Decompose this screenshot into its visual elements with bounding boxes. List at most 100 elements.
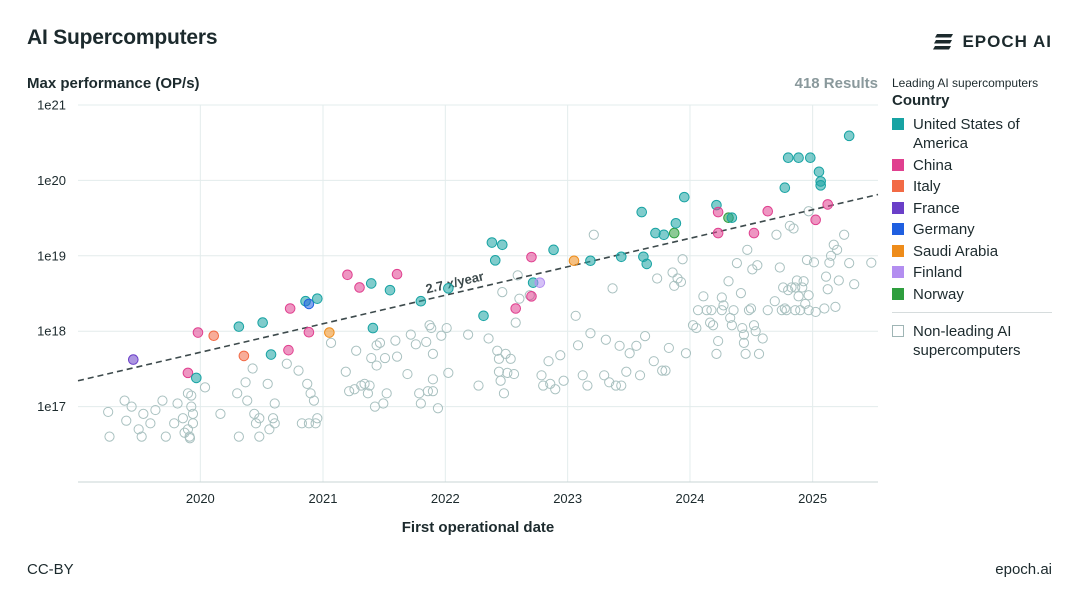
leading-point[interactable] <box>384 284 396 296</box>
leading-point[interactable] <box>233 321 245 332</box>
leading-point[interactable] <box>342 269 353 281</box>
leading-point[interactable] <box>762 205 774 217</box>
non-leading-point <box>293 365 304 376</box>
non-leading-point <box>379 352 391 364</box>
non-leading-point <box>121 415 132 426</box>
leading-point[interactable] <box>303 326 315 338</box>
leading-point[interactable] <box>793 152 804 164</box>
non-leading-point <box>510 317 521 328</box>
non-leading-point <box>312 413 323 424</box>
non-leading-point <box>422 386 433 397</box>
x-axis-label: First operational date <box>401 519 555 536</box>
leading-point[interactable] <box>526 251 537 263</box>
leading-point[interactable] <box>489 255 501 266</box>
non-leading-point <box>150 404 161 416</box>
legend-item-italy[interactable]: Italy <box>892 177 1062 196</box>
non-leading-point <box>585 328 596 339</box>
leading-point[interactable] <box>615 251 627 263</box>
legend-item-non-leading[interactable]: Non-leading AI supercomputers <box>892 322 1062 360</box>
leading-point[interactable] <box>191 372 202 384</box>
leading-point[interactable] <box>779 182 791 194</box>
leading-point[interactable] <box>496 239 508 251</box>
non-leading-point <box>426 322 437 334</box>
legend-item-germany[interactable]: Germany <box>892 220 1062 239</box>
leading-point[interactable] <box>510 303 522 314</box>
leading-point[interactable] <box>127 354 139 365</box>
non-leading-point <box>737 322 748 334</box>
leading-point[interactable] <box>391 268 403 280</box>
leading-point[interactable] <box>726 212 738 224</box>
legend-swatch <box>892 223 904 235</box>
leading-point[interactable] <box>843 130 855 142</box>
non-leading-point <box>716 305 727 316</box>
leading-point[interactable] <box>265 349 277 360</box>
leading-point[interactable] <box>782 152 794 164</box>
leading-point[interactable] <box>257 317 268 328</box>
non-leading-point <box>414 388 425 399</box>
footer-site-link[interactable]: epoch.ai <box>995 561 1052 578</box>
leading-point[interactable] <box>311 293 323 304</box>
leading-point[interactable] <box>443 283 454 294</box>
leading-point[interactable] <box>238 350 250 362</box>
legend-item-united-states-of-america[interactable]: United States of America <box>892 115 1062 153</box>
non-leading-point <box>639 331 651 342</box>
leading-point[interactable] <box>303 298 315 310</box>
leading-point[interactable] <box>636 206 648 218</box>
leading-point[interactable] <box>415 295 427 307</box>
x-tick-label: 2024 <box>676 491 705 506</box>
non-leading-point <box>182 388 194 399</box>
leading-point[interactable] <box>534 277 546 288</box>
legend-item-saudi-arabia[interactable]: Saudi Arabia <box>892 242 1062 261</box>
leading-point[interactable] <box>526 291 537 302</box>
leading-point[interactable] <box>354 282 365 293</box>
non-leading-point <box>308 395 320 406</box>
leading-point[interactable] <box>284 303 296 314</box>
leading-point[interactable] <box>182 367 194 379</box>
leading-point[interactable] <box>367 322 379 334</box>
non-leading-point <box>157 395 168 406</box>
leading-point[interactable] <box>486 237 498 248</box>
leading-point[interactable] <box>668 227 680 239</box>
legend-item-china[interactable]: China <box>892 156 1062 175</box>
leading-point[interactable] <box>568 255 580 267</box>
non-leading-point <box>680 348 692 359</box>
leading-point[interactable] <box>365 278 377 289</box>
leading-point[interactable] <box>815 176 826 187</box>
leading-point[interactable] <box>810 214 821 226</box>
non-leading-point <box>784 220 795 231</box>
non-leading-point <box>493 353 505 364</box>
trend-label: 2.7 x/year <box>424 268 485 296</box>
leading-point[interactable] <box>678 191 690 203</box>
non-leading-point <box>187 418 199 429</box>
leading-point[interactable] <box>478 310 489 322</box>
leading-point[interactable] <box>641 258 653 270</box>
leading-point[interactable] <box>712 206 724 218</box>
leading-point[interactable] <box>805 152 816 164</box>
leading-point[interactable] <box>192 327 204 338</box>
legend-subtitle: Leading AI supercomputers <box>892 76 1039 90</box>
legend-item-france[interactable]: France <box>892 199 1062 218</box>
non-leading-point <box>808 257 820 268</box>
leading-point[interactable] <box>712 227 724 239</box>
leading-point[interactable] <box>283 344 294 356</box>
legend-item-finland[interactable]: Finland <box>892 263 1062 282</box>
non-leading-point <box>169 418 180 429</box>
leading-point[interactable] <box>548 244 559 256</box>
non-leading-point <box>138 408 149 420</box>
non-leading-point <box>663 342 674 354</box>
non-leading-point <box>473 380 484 391</box>
non-leading-point <box>362 388 374 399</box>
legend-item-norway[interactable]: Norway <box>892 285 1062 304</box>
leading-point[interactable] <box>585 255 596 267</box>
leading-point[interactable] <box>324 327 335 338</box>
non-leading-points <box>103 206 877 444</box>
non-leading-point <box>325 337 337 348</box>
leading-point[interactable] <box>813 166 825 178</box>
leading-point[interactable] <box>748 227 760 239</box>
brand-logo[interactable]: EPOCH AI <box>932 32 1052 52</box>
leading-point[interactable] <box>658 229 670 241</box>
non-leading-point <box>264 424 275 435</box>
leading-point[interactable] <box>208 330 220 342</box>
leading-point[interactable] <box>822 199 834 210</box>
leading-point[interactable] <box>670 217 682 229</box>
